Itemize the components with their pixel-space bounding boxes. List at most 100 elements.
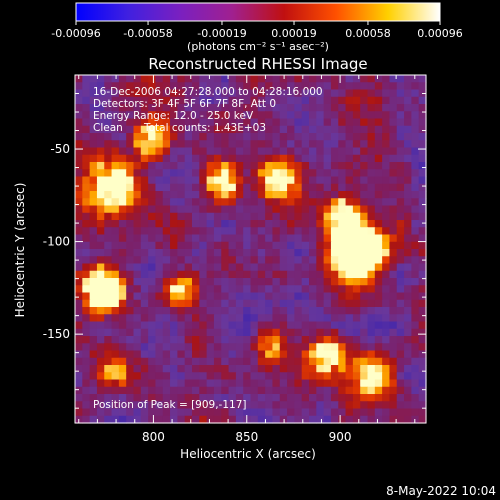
heatmap-cell xyxy=(133,270,142,279)
heatmap-cell xyxy=(235,394,244,402)
heatmap-cell xyxy=(133,328,142,337)
heatmap-cell xyxy=(367,169,376,178)
heatmap-cell xyxy=(75,125,83,134)
heatmap-cell xyxy=(111,365,120,373)
heatmap-cell xyxy=(96,336,105,344)
heatmap-cell xyxy=(148,176,157,185)
heatmap-cell xyxy=(411,365,420,373)
heatmap-cell xyxy=(418,220,427,228)
heatmap-cell xyxy=(118,386,127,395)
heatmap-cell xyxy=(352,299,361,308)
heatmap-cell xyxy=(338,227,347,236)
heatmap-cell xyxy=(316,307,325,315)
heatmap-cell xyxy=(279,321,288,330)
heatmap-cell xyxy=(89,111,98,120)
heatmap-cell xyxy=(177,183,186,192)
heatmap-cell xyxy=(75,183,83,192)
heatmap-cell xyxy=(82,386,91,395)
heatmap-cell xyxy=(411,169,420,178)
heatmap-cell xyxy=(184,285,193,294)
heatmap-cell xyxy=(162,241,171,250)
heatmap-cell xyxy=(389,125,398,134)
heatmap-cell xyxy=(272,401,281,410)
heatmap-cell xyxy=(250,270,259,279)
heatmap-cell xyxy=(140,263,149,272)
heatmap-cell xyxy=(126,299,135,308)
heatmap-cell xyxy=(360,314,369,323)
heatmap-cell xyxy=(243,270,252,279)
heatmap-cell xyxy=(330,82,339,91)
heatmap-cell xyxy=(199,278,208,286)
heatmap-cell xyxy=(418,314,427,323)
heatmap-cell xyxy=(162,386,171,395)
heatmap-cell xyxy=(345,169,354,178)
heatmap-cell xyxy=(257,89,266,98)
heatmap-cell xyxy=(170,176,178,185)
heatmap-cell xyxy=(118,415,127,424)
heatmap-cell xyxy=(228,394,237,402)
heatmap-cell xyxy=(243,169,252,178)
heatmap-cell xyxy=(155,220,164,228)
heatmap-cell xyxy=(374,249,383,257)
heatmap-cell xyxy=(199,408,208,417)
heatmap-cell xyxy=(126,415,135,424)
heatmap-cell xyxy=(104,96,113,105)
heatmap-cell xyxy=(287,336,295,344)
heatmap-cell xyxy=(396,270,405,279)
heatmap-cell xyxy=(111,205,120,214)
heatmap-cell xyxy=(352,154,361,163)
heatmap-cell xyxy=(155,241,164,250)
heatmap-cell xyxy=(338,328,347,337)
heatmap-cell xyxy=(257,263,266,272)
heatmap-cell xyxy=(162,125,171,134)
heatmap-cell xyxy=(345,321,354,330)
heatmap-cell xyxy=(184,96,193,105)
heatmap-cell xyxy=(184,386,193,395)
heatmap-cell xyxy=(404,82,412,91)
heatmap-cell xyxy=(257,415,266,424)
heatmap-cell xyxy=(418,408,427,417)
heatmap-cell xyxy=(184,220,193,228)
heatmap-cell xyxy=(316,125,325,134)
heatmap-cell xyxy=(265,82,274,91)
heatmap-cell xyxy=(170,343,178,352)
heatmap-cell xyxy=(82,147,91,156)
heatmap-cell xyxy=(301,314,310,323)
heatmap-cell xyxy=(287,415,295,424)
heatmap-cell xyxy=(104,104,113,112)
heatmap-cell xyxy=(243,314,252,323)
heatmap-cell xyxy=(352,169,361,178)
heatmap-cell xyxy=(126,241,135,250)
heatmap-cell xyxy=(257,379,266,388)
heatmap-cell xyxy=(221,336,230,344)
heatmap-cell xyxy=(257,372,266,381)
heatmap-cell xyxy=(126,133,135,141)
heatmap-cell xyxy=(82,299,91,308)
heatmap-cell xyxy=(206,205,215,214)
heatmap-cell xyxy=(235,314,244,323)
heatmap-cell xyxy=(250,278,259,286)
heatmap-cell xyxy=(206,133,215,141)
heatmap-cell xyxy=(126,118,135,127)
heatmap-cell xyxy=(155,336,164,344)
heatmap-cell xyxy=(250,285,259,294)
heatmap-cell xyxy=(265,350,274,359)
heatmap-cell xyxy=(309,270,317,279)
heatmap-cell xyxy=(148,162,157,170)
heatmap-cell xyxy=(140,118,149,127)
heatmap-cell xyxy=(170,169,178,178)
heatmap-cell xyxy=(374,104,383,112)
heatmap-cell xyxy=(199,205,208,214)
heatmap-cell xyxy=(118,321,127,330)
heatmap-cell xyxy=(96,118,105,127)
heatmap-cell xyxy=(374,241,383,250)
heatmap-cell xyxy=(235,183,244,192)
heatmap-cell xyxy=(287,350,295,359)
heatmap-cell xyxy=(330,336,339,344)
heatmap-cell xyxy=(82,96,91,105)
heatmap-cell xyxy=(162,372,171,381)
heatmap-cell xyxy=(418,104,427,112)
heatmap-cell xyxy=(162,328,171,337)
heatmap-cell xyxy=(360,256,369,265)
heatmap-cell xyxy=(330,176,339,185)
